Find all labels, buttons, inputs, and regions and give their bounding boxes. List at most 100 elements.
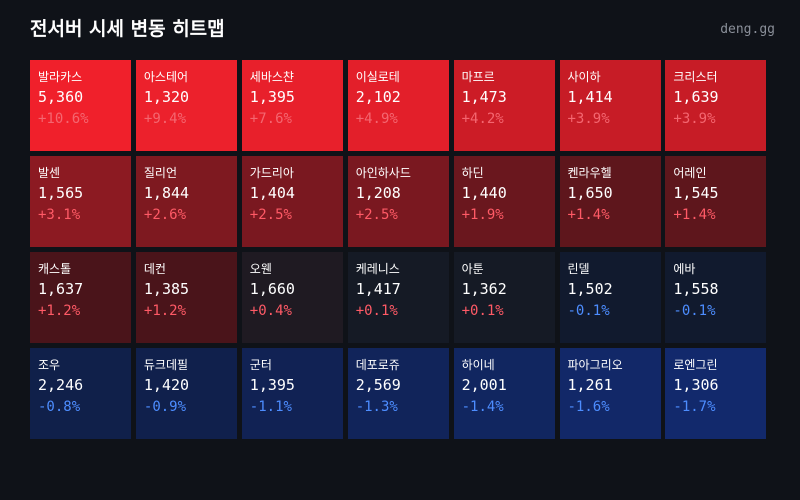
price-change: +1.4% [567,207,610,223]
price-change: +4.2% [461,111,504,127]
price-change: -0.8% [38,399,81,415]
server-price: 1,414 [567,88,613,106]
server-price: 1,417 [355,280,401,298]
server-price: 1,395 [249,88,295,106]
price-change: +7.6% [249,111,292,127]
server-tile: 세바스챤 1,395 +7.6% [241,60,343,151]
server-tile: 군터 1,395 -1.1% [241,348,343,439]
price-change: +3.9% [673,111,716,127]
server-name: 아인하사드 [355,166,411,180]
server-price: 1,545 [673,184,719,202]
server-tile: 조우 2,246 -0.8% [30,348,131,439]
server-tile: 이실로테 2,102 +4.9% [347,60,449,151]
price-change: -0.1% [567,303,610,319]
server-price: 1,639 [673,88,719,106]
price-change: +2.5% [249,207,292,223]
server-price: 1,558 [673,280,719,298]
server-name: 하이네 [461,358,495,372]
server-name: 세바스챤 [249,70,294,84]
price-change: +9.4% [143,111,187,127]
server-name: 데컨 [143,262,166,276]
server-name: 발라카스 [38,70,83,84]
server-name: 크리스터 [673,70,718,84]
price-change: +1.9% [461,207,504,223]
server-tile: 아툰 1,362 +0.1% [453,252,555,343]
server-tile: 린델 1,502 -0.1% [559,252,661,343]
price-change: +3.9% [567,111,610,127]
price-change: +3.1% [38,207,81,223]
server-price: 1,395 [249,376,295,394]
price-change: -1.4% [461,399,504,415]
server-name: 아스테어 [143,70,189,84]
server-price: 1,565 [38,184,84,202]
server-price: 1,362 [461,280,507,298]
server-tile: 하이네 2,001 -1.4% [453,348,555,439]
server-price: 1,637 [38,280,84,298]
server-price: 1,473 [461,88,507,106]
server-name: 하딘 [461,166,484,180]
price-change: +0.1% [461,303,504,319]
server-name: 로엔그린 [673,358,718,372]
server-tile: 캐스톨 1,637 +1.2% [30,252,131,343]
title: 전서버 시세 변동 히트맵 [30,18,225,40]
server-price: 2,102 [355,88,401,106]
price-change: -1.3% [355,399,398,415]
server-tile: 오웬 1,660 +0.4% [241,252,343,343]
server-price: 1,440 [461,184,507,202]
server-tile: 케레니스 1,417 +0.1% [347,252,449,343]
server-price: 1,660 [249,280,295,298]
server-name: 듀크데필 [143,358,189,372]
server-tile: 듀크데필 1,420 -0.9% [135,348,237,439]
price-change: -1.7% [673,399,716,415]
server-tile: 켄라우헬 1,650 +1.4% [559,156,661,247]
server-name: 에바 [673,262,696,276]
server-name: 아툰 [461,262,484,276]
server-price: 1,404 [249,184,295,202]
server-price: 1,261 [567,376,613,394]
price-change: -0.9% [143,399,187,415]
price-change: -0.1% [673,303,716,319]
server-tile: 크리스터 1,639 +3.9% [665,60,767,151]
server-price: 1,306 [673,376,719,394]
server-price: 2,246 [38,376,84,394]
server-name: 가드리아 [249,166,294,180]
server-name: 오웬 [249,262,272,276]
server-name: 발센 [38,166,61,180]
server-tile: 로엔그린 1,306 -1.7% [665,348,767,439]
server-tile: 아인하사드 1,208 +2.5% [347,156,449,247]
price-change: +1.2% [38,303,81,319]
server-tile: 아스테어 1,320 +9.4% [135,60,237,151]
server-tile: 발라카스 5,360 +10.6% [30,60,131,151]
price-change: +0.1% [355,303,398,319]
server-name: 켄라우헬 [567,166,612,180]
server-name: 데포로쥬 [355,358,400,372]
server-tile: 에바 1,558 -0.1% [665,252,767,343]
server-name: 린델 [567,262,590,276]
brand: deng.gg [720,22,775,37]
price-change: -1.1% [249,399,292,415]
price-change: +0.4% [249,303,292,319]
server-name: 파아그리오 [567,358,623,372]
server-name: 케레니스 [355,262,400,276]
server-tile: 발센 1,565 +3.1% [30,156,131,247]
server-tile: 어레인 1,545 +1.4% [665,156,767,247]
server-name: 사이하 [567,70,601,84]
price-change: +1.4% [673,207,716,223]
server-price: 1,650 [567,184,613,202]
server-name: 캐스톨 [38,262,72,276]
price-change: +1.2% [143,303,187,319]
price-change: -1.6% [567,399,610,415]
server-tile: 마프르 1,473 +4.2% [453,60,555,151]
server-tile: 데포로쥬 2,569 -1.3% [347,348,449,439]
server-name: 질리언 [143,166,178,180]
server-tile: 하딘 1,440 +1.9% [453,156,555,247]
server-name: 마프르 [461,70,495,84]
server-tile: 사이하 1,414 +3.9% [559,60,661,151]
server-price: 2,569 [355,376,401,394]
server-price: 1,420 [143,376,190,394]
price-change: +4.9% [355,111,398,127]
server-price: 1,385 [143,280,190,298]
server-price: 1,844 [143,184,190,202]
server-price: 1,320 [143,88,190,106]
